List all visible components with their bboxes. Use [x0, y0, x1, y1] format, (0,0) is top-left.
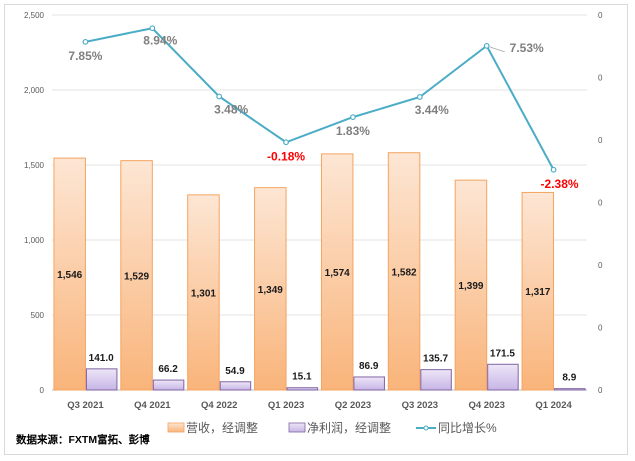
profit-bar	[85, 368, 118, 391]
profit-value-label: 135.7	[423, 354, 448, 365]
left-tick-label: 500	[31, 311, 45, 320]
revenue-value-label: 1,582	[392, 267, 417, 278]
legend: 营收，经调整 净利润，经调整 同比增长%	[167, 420, 497, 435]
legend-label-profit: 净利润，经调整	[307, 420, 391, 435]
profit-bar	[420, 369, 452, 391]
right-tick-label: 0	[598, 324, 603, 333]
category-label: Q1 2024	[535, 400, 572, 411]
right-tick-label: 0	[598, 11, 603, 20]
profit-value-label: 86.9	[359, 361, 379, 372]
source-note: 数据来源：FXTM富拓、彭博	[15, 433, 150, 446]
profit-bar	[554, 388, 586, 391]
revenue-bar	[120, 160, 153, 391]
revenue-bar	[387, 152, 421, 391]
revenue-value-label: 1,399	[458, 281, 483, 292]
growth-value-label: 7.53%	[510, 41, 544, 55]
growth-value-label: -0.18%	[267, 149, 305, 163]
profit-bar	[487, 363, 519, 391]
revenue-value-label: 1,301	[191, 288, 216, 299]
left-tick-label: 2,000	[24, 86, 45, 95]
category-label: Q3 2023	[402, 400, 438, 411]
revenue-bar	[320, 153, 354, 391]
profit-value-label: 66.2	[158, 364, 178, 375]
growth-value-label: 3.48%	[214, 103, 248, 117]
legend-label-growth: 同比增长%	[438, 421, 497, 435]
growth-point	[350, 114, 356, 121]
profit-bar	[286, 387, 319, 391]
revenue-bar	[521, 191, 555, 391]
left-tick-label: 2,500	[24, 11, 45, 20]
legend-label-revenue: 营收，经调整	[186, 420, 258, 435]
legend-swatch-profit	[288, 422, 306, 433]
revenue-value-label: 1,317	[525, 287, 550, 298]
category-label: Q4 2022	[201, 400, 237, 411]
growth-value-label: 8.94%	[143, 33, 177, 47]
chart-frame	[4, 4, 628, 455]
growth-value-label: -2.38%	[541, 177, 579, 191]
right-tick-label: 0	[598, 386, 603, 395]
revenue-value-label: 1,529	[124, 271, 149, 282]
revenue-bar	[187, 194, 220, 391]
growth-value-label: 1.83%	[336, 124, 370, 138]
legend-marker-growth	[423, 425, 429, 431]
revenue-value-label: 1,574	[325, 268, 350, 279]
growth-value-label: 7.85%	[68, 49, 102, 63]
growth-value-label: 3.44%	[415, 103, 449, 117]
profit-value-label: 171.5	[490, 348, 515, 359]
right-tick-label: 0	[598, 136, 603, 145]
profit-value-label: 54.9	[225, 366, 245, 377]
growth-point	[82, 38, 89, 45]
revenue-bar	[254, 187, 287, 391]
profit-value-label: 8.9	[562, 373, 576, 384]
profit-value-label: 15.1	[292, 372, 312, 383]
category-label: Q3 2021	[67, 400, 104, 411]
profit-value-label: 141.0	[89, 353, 114, 364]
growth-point	[483, 42, 490, 49]
growth-line	[85, 27, 555, 171]
revenue-value-label: 1,349	[258, 285, 283, 296]
growth-point	[550, 166, 557, 173]
category-label: Q4 2023	[468, 400, 504, 411]
growth-point	[216, 93, 223, 100]
right-tick-label: 0	[598, 74, 603, 83]
left-tick-label: 1,000	[24, 236, 45, 245]
right-tick-label: 0	[598, 261, 603, 270]
leader-line	[489, 46, 505, 53]
profit-bar	[219, 381, 252, 391]
growth-point	[416, 94, 423, 100]
left-tick-label: 0	[40, 386, 45, 395]
revenue-value-label: 1,546	[57, 270, 82, 281]
growth-point	[283, 139, 289, 146]
growth-point	[149, 25, 156, 32]
revenue-bar	[53, 157, 86, 391]
left-tick-label: 1,500	[24, 161, 45, 170]
category-label: Q2 2023	[335, 400, 371, 411]
profit-bar	[353, 376, 385, 391]
category-label: Q1 2023	[268, 400, 304, 411]
profit-bar	[152, 379, 185, 391]
category-label: Q4 2021	[134, 400, 171, 411]
revenue-bar	[454, 179, 488, 391]
legend-swatch-revenue	[167, 422, 185, 433]
right-tick-label: 0	[598, 199, 603, 208]
